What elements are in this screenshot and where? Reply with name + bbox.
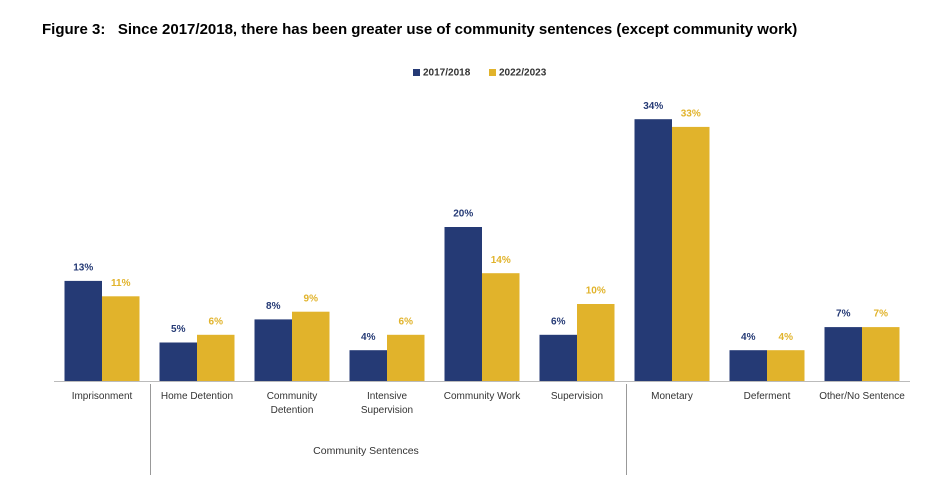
bar: [634, 119, 672, 381]
value-label: 5%: [171, 324, 186, 335]
value-label: 33%: [681, 109, 701, 120]
x-tick-label: Community Detention: [266, 391, 318, 416]
value-label: 4%: [741, 332, 756, 343]
value-label: 4%: [361, 332, 376, 343]
bar: [672, 126, 710, 382]
value-label: 6%: [209, 316, 224, 327]
x-tick-label: Supervision: [550, 391, 604, 402]
value-label: 10%: [586, 286, 606, 297]
bar: [482, 273, 520, 381]
legend-swatch: [413, 69, 420, 76]
bar: [539, 334, 577, 381]
bar: [292, 311, 330, 381]
bar: [102, 296, 140, 381]
value-label: 7%: [874, 309, 889, 320]
value-label: 6%: [399, 316, 414, 327]
bar: [767, 350, 805, 381]
legend-label: 2017/2018: [423, 68, 471, 79]
x-tick-label: Monetary: [651, 391, 693, 402]
bar: [577, 304, 615, 381]
bar: [254, 319, 292, 381]
value-label: 34%: [643, 101, 663, 112]
x-tick-label: Community Work: [443, 391, 521, 402]
value-label: 13%: [73, 263, 93, 274]
legend-label: 2022/2023: [499, 68, 547, 79]
bar: [729, 350, 767, 381]
value-label: 9%: [304, 293, 319, 304]
bar: [862, 327, 900, 381]
bar: [159, 342, 197, 381]
value-label: 11%: [111, 278, 131, 289]
x-tick-label: Home Detention: [160, 391, 234, 402]
bar: [444, 227, 482, 381]
value-label: 6%: [551, 316, 566, 327]
bar: [197, 334, 235, 381]
bar: [387, 334, 425, 381]
value-label: 4%: [779, 332, 794, 343]
bar: [349, 350, 387, 381]
chart-title: Figure 3: Since 2017/2018, there has bee…: [42, 21, 797, 38]
bar: [64, 280, 102, 381]
value-label: 20%: [453, 209, 473, 220]
group-label: Community Sentences: [313, 445, 419, 457]
bar: [824, 327, 862, 381]
value-label: 7%: [836, 309, 851, 320]
x-tick-label: Deferment: [743, 391, 791, 402]
x-tick-label: Imprisonment: [71, 391, 133, 402]
value-label: 14%: [491, 255, 511, 266]
value-label: 8%: [266, 301, 281, 312]
x-tick-label: Intensive Supervision: [360, 391, 414, 416]
legend-swatch: [489, 69, 496, 76]
x-tick-label: Other/No Sentence: [819, 391, 905, 402]
